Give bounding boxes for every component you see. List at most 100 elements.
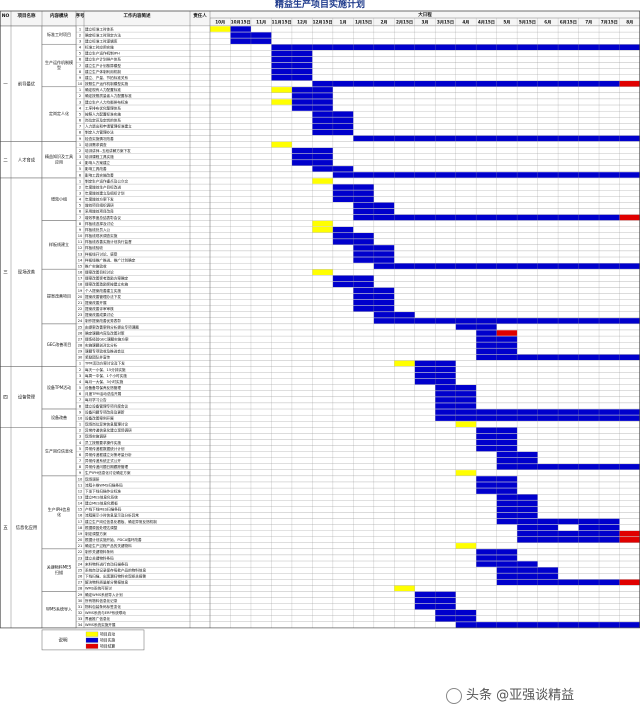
row-seq: 1 [79, 423, 81, 427]
row-work-text: 建立生产计划排产体系 [85, 57, 121, 62]
table-row [75, 469, 640, 477]
row-seq: 13 [78, 496, 83, 500]
row-work-text: 增效项目组织调研 [85, 203, 114, 208]
table-row [75, 560, 640, 568]
table-row [75, 342, 640, 349]
row-seq: 20 [78, 538, 83, 542]
row-work-text: 建立标准工时逻辑库 [85, 39, 118, 44]
module-name: 样板线建立 [49, 241, 69, 247]
row-work-text: 建立生产体制利用机制 [85, 69, 121, 74]
row-seq: 8 [79, 465, 82, 469]
row-seq: 2 [79, 149, 81, 153]
row-work-text: 建立MES信息化看板 [85, 501, 118, 506]
row-work-text: 生产IPH信息化讨论确定方案 [85, 470, 131, 475]
row-seq: 2 [79, 185, 81, 189]
table-row [75, 348, 640, 355]
chat-bubble-icon [446, 687, 462, 704]
row-work-text: 界面推广信息化 [85, 616, 111, 621]
table-row [75, 390, 640, 398]
row-seq: 10 [78, 234, 83, 238]
table-row [75, 329, 640, 337]
row-work-text: 下发下线扫描作业标准 [85, 488, 121, 493]
row-seq: 30 [78, 356, 83, 360]
row-work-text: 确定生产过程产品的关键物料 [85, 543, 132, 548]
table-row [75, 92, 640, 100]
module-cell [41, 177, 77, 221]
period-label-19: 7月15日 [601, 19, 618, 26]
row-seq: 5 [79, 204, 81, 208]
gantt-bar-implement [476, 330, 497, 336]
project-name: 前导最优 [18, 80, 36, 87]
row-work-text: 岗位定员及定岗的体系 [85, 118, 121, 123]
table-row [75, 366, 640, 373]
row-work-text: 现场实施调研 [85, 434, 107, 439]
period-label-18: 7月 [585, 19, 592, 26]
row-seq: 5 [79, 386, 81, 390]
row-work-text: 制定调整方案 [85, 531, 107, 536]
row-work-text: 确定现有人力配置标准 [85, 87, 121, 92]
project-name: 信息化应用 [16, 524, 37, 531]
row-seq: 1 [79, 143, 81, 147]
row-work-text: 提案改善目标讨论 [85, 270, 114, 275]
row-work-text: 建立、产量、节拍标准关系 [85, 75, 129, 80]
gantt-bar-start [210, 26, 231, 32]
module-cell [41, 43, 77, 88]
row-seq: 6 [79, 58, 82, 62]
row-seq: 26 [78, 331, 83, 335]
period-label-9: 2月15日 [396, 19, 413, 26]
gantt-bar-start [271, 87, 292, 93]
row-seq: 5 [79, 52, 81, 56]
period-label-7: 1月15日 [355, 19, 372, 26]
table-row [75, 129, 640, 136]
row-work-text: 系统自动记录保存每批产品的物料信息 [85, 567, 146, 572]
table-row [75, 372, 640, 379]
row-seq: 2 [79, 94, 81, 98]
module-name: 增效小组 [51, 195, 67, 201]
row-work-text: 异常传递系统正式公开 [85, 458, 121, 463]
row-seq: 5 [79, 112, 81, 116]
module-name: 扫描 [55, 569, 63, 575]
module-name: 标准工时项目 [47, 31, 71, 37]
table-row [75, 360, 640, 367]
row-seq: 8 [79, 222, 82, 226]
row-work-text: 建立关键物料条码 [85, 555, 114, 560]
legend-title: 说明 [59, 636, 68, 643]
module-cell [41, 268, 77, 325]
row-seq: 15 [78, 264, 83, 268]
row-seq: 18 [78, 283, 83, 287]
table-row [75, 117, 640, 124]
table-row [75, 506, 640, 513]
row-seq: 27 [78, 581, 83, 585]
row-work-text: 解决物料质量部分警报信息 [85, 580, 129, 585]
row-work-text: 年度增效生产目标改进 [85, 184, 121, 189]
project-cell [0, 141, 43, 179]
table-row [75, 311, 640, 318]
row-seq: 20 [78, 295, 83, 299]
gantt-bar-implement [476, 561, 538, 567]
row-work-text: 实施课题创对比分析 [85, 343, 118, 348]
row-work-text: 年度增效建立及组织计划 [85, 191, 125, 196]
table-row [75, 110, 640, 118]
row-work-text: 异常传递框数据统计计划 [85, 446, 125, 451]
project-name: 现场改善 [18, 269, 36, 276]
project-no: 四 [3, 394, 8, 400]
legend-swatch-start [85, 631, 99, 637]
row-work-text: 工序排布优化整理体系 [85, 105, 121, 110]
gantt-bar-implement [230, 26, 251, 32]
table-row [75, 269, 640, 276]
row-work-text: 提案改善评审审核 [85, 306, 114, 311]
gantt-bar-start [312, 226, 333, 233]
row-seq: 10 [78, 416, 83, 420]
gantt-bar-start [312, 269, 333, 275]
row-seq: 1 [79, 88, 81, 92]
row-seq: 29 [78, 350, 83, 354]
row-seq: 17 [78, 277, 83, 281]
gantt-bar-start [271, 141, 292, 148]
row-seq: 6 [79, 210, 82, 214]
project-cell [0, 25, 43, 142]
table-row [75, 597, 640, 604]
table-row [75, 542, 640, 550]
period-label-5: 12月15日 [313, 19, 333, 26]
row-seq: 19 [78, 289, 83, 293]
gantt-bar-start [455, 543, 477, 549]
